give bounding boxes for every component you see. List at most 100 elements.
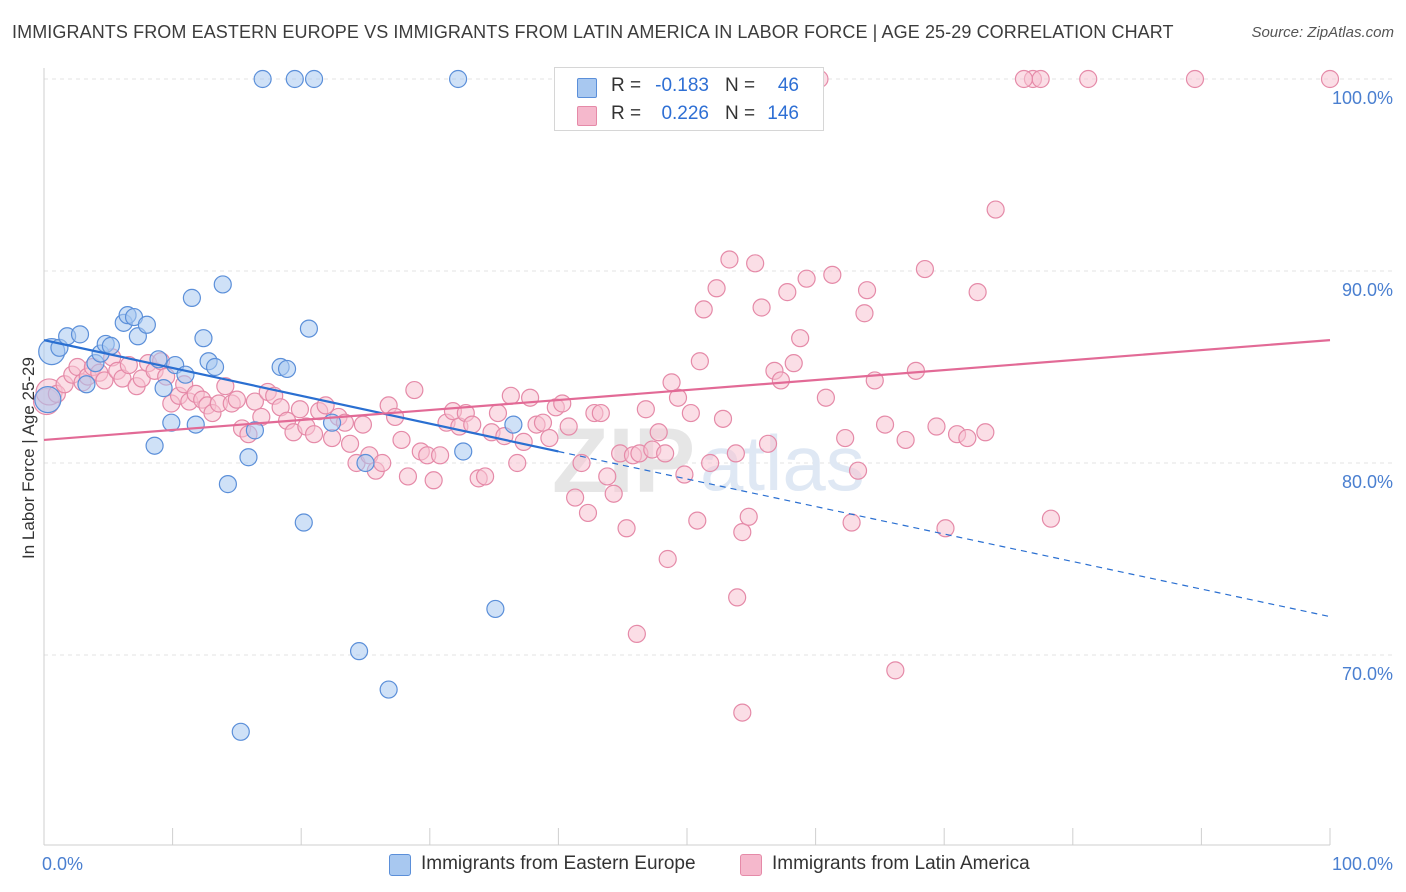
latin-america-point — [927, 417, 946, 436]
latin-america-point — [694, 300, 713, 319]
y-tick-label: 70.0% — [1342, 664, 1393, 684]
legend-label: Immigrants from Eastern Europe — [421, 853, 696, 874]
eastern-europe-point — [253, 69, 272, 89]
latin-america-point — [604, 484, 623, 503]
latin-america-point — [353, 415, 373, 434]
eastern-europe-point — [186, 415, 205, 434]
latin-america-point — [501, 386, 520, 405]
latin-america-point — [728, 588, 747, 607]
series-latin-america — [32, 69, 1340, 722]
eastern-europe-point — [213, 275, 232, 294]
trendlines — [43, 339, 1331, 618]
eastern-europe-point — [285, 69, 304, 89]
eastern-europe-point — [154, 379, 173, 398]
eastern-europe-point — [70, 325, 90, 344]
latin-america-point — [848, 461, 868, 480]
eastern-europe-point — [205, 357, 225, 377]
latin-america-point — [572, 453, 591, 473]
legend-swatch-pink — [577, 106, 597, 126]
latin-america-point — [958, 428, 977, 448]
latin-america-point — [816, 388, 835, 407]
latin-america-point — [245, 392, 265, 411]
latin-america-point — [739, 507, 758, 526]
latin-america-point — [662, 373, 681, 392]
latin-america-point — [675, 465, 694, 484]
latin-america-point — [398, 467, 418, 486]
latin-america-point — [701, 453, 720, 473]
latin-america-point — [290, 400, 310, 419]
y-tick-label: 90.0% — [1342, 280, 1393, 300]
chart-title: IMMIGRANTS FROM EASTERN EUROPE VS IMMIGR… — [12, 22, 1174, 42]
eastern-europe-point — [454, 442, 473, 461]
latin-america-point — [823, 265, 842, 284]
latin-america-point — [656, 444, 675, 463]
latin-america-point — [896, 430, 915, 450]
tick-labels: 100.0% 90.0% 80.0% 70.0% 0.0% 100.0% — [42, 88, 1393, 874]
latin-america-point — [578, 503, 598, 523]
latin-america-point — [688, 511, 707, 530]
legend-swatch-pink — [740, 854, 762, 876]
latin-america-point — [1185, 69, 1205, 89]
x-tick-label: 0.0% — [42, 854, 83, 874]
eastern-europe-point — [245, 421, 265, 440]
latin-america-point — [836, 428, 855, 448]
latin-america-point — [976, 423, 995, 442]
eastern-europe-point — [239, 448, 258, 467]
latin-america-point — [681, 403, 700, 423]
eastern-europe-point — [162, 413, 181, 432]
latin-america-point — [733, 703, 752, 722]
latin-america-point — [733, 523, 752, 542]
eastern-europe-point — [379, 680, 398, 699]
legend-r-label: R = — [611, 75, 642, 96]
legend-swatch-blue — [577, 78, 597, 98]
eastern-europe-point — [77, 375, 96, 394]
latin-america-point — [658, 549, 677, 569]
latin-america-point — [627, 624, 646, 643]
latin-america-point — [720, 250, 739, 269]
eastern-europe-point — [101, 336, 120, 355]
latin-america-point — [430, 446, 450, 465]
legend-n-label: N = — [725, 75, 756, 96]
latin-america-point — [95, 371, 114, 390]
latin-america-point — [842, 513, 861, 532]
grid-lines — [44, 78, 1392, 656]
latin-america-point — [771, 371, 790, 390]
latin-america-point — [424, 471, 443, 490]
chart-source: Source: ZipAtlas.com — [1251, 24, 1394, 41]
legend-row-eastern-europe: R = -0.183 N = 46 — [555, 72, 823, 102]
latin-america-point — [986, 200, 1005, 219]
eastern-europe-point — [182, 288, 201, 307]
latin-america-point — [488, 403, 508, 423]
latin-america-point — [668, 388, 688, 407]
latin-america-point — [875, 415, 895, 434]
latin-america-point — [857, 281, 877, 300]
latin-america-point — [566, 488, 585, 507]
trendline-latin-america — [43, 339, 1331, 442]
eastern-europe-point — [231, 722, 250, 741]
legend-r-value: 0.226 — [661, 103, 709, 124]
series-eastern-europe — [34, 69, 523, 741]
latin-america-point — [392, 430, 411, 450]
y-axis-label: In Labor Force | Age 25-29 — [19, 357, 38, 559]
latin-america-point — [1014, 69, 1034, 89]
legend-n-label: N = — [725, 103, 756, 124]
legend-n-value: 146 — [767, 103, 799, 124]
legend-r-label: R = — [611, 103, 642, 124]
latin-america-point — [598, 467, 617, 486]
latin-america-point — [119, 355, 138, 375]
latin-america-point — [636, 400, 655, 419]
axes — [43, 68, 1331, 846]
eastern-europe-point — [349, 642, 369, 661]
eastern-europe-point — [304, 69, 324, 89]
latin-america-point — [405, 380, 424, 400]
x-tick-label: 100.0% — [1332, 854, 1393, 874]
latin-america-point — [797, 269, 816, 288]
latin-america-point — [340, 434, 360, 453]
eastern-europe-point — [137, 315, 156, 334]
trendline-eastern-europe — [43, 339, 559, 453]
eastern-europe-point — [299, 319, 319, 338]
latin-america-point — [1031, 69, 1050, 89]
series-legend: Immigrants from Eastern Europe Immigrant… — [0, 852, 1406, 878]
latin-america-point — [778, 283, 797, 302]
